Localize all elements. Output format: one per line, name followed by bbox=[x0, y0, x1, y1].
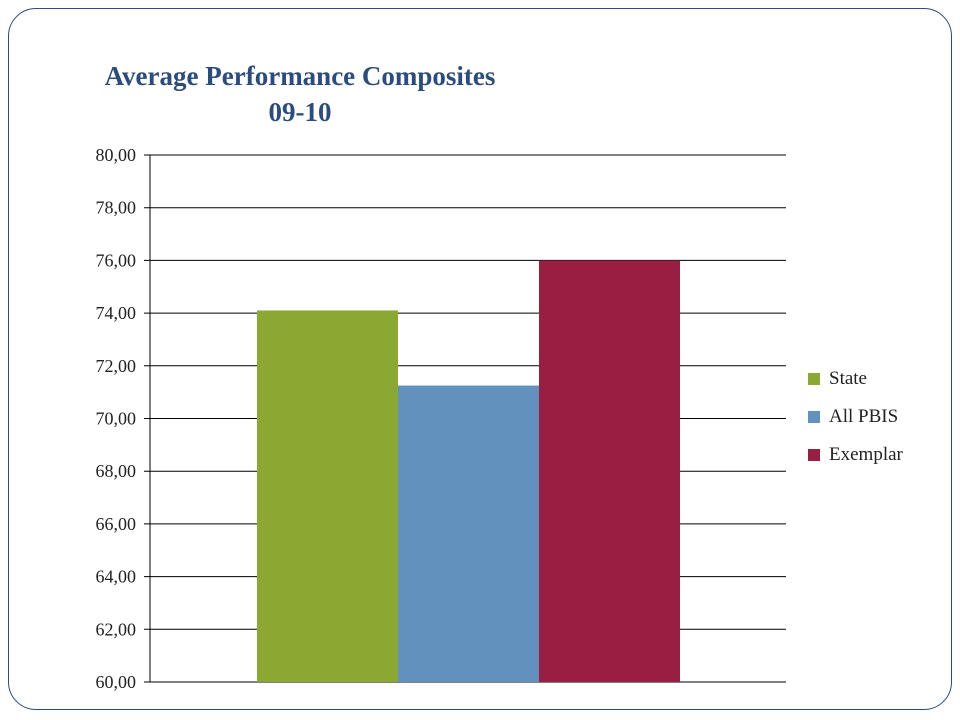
y-tick-label: 74,00 bbox=[96, 303, 137, 323]
legend-item: State bbox=[808, 366, 903, 392]
y-tick-label: 80,00 bbox=[96, 145, 137, 165]
legend-label: Exemplar bbox=[829, 444, 903, 465]
legend-label: All PBIS bbox=[829, 406, 899, 427]
y-tick-label: 78,00 bbox=[96, 198, 137, 218]
legend-swatch bbox=[808, 449, 820, 461]
legend-item: All PBIS bbox=[808, 404, 903, 430]
y-tick-label: 64,00 bbox=[96, 567, 137, 587]
y-tick-label: 70,00 bbox=[96, 409, 137, 429]
y-tick-label: 62,00 bbox=[96, 619, 137, 639]
bar-exemplar bbox=[539, 260, 680, 682]
legend-swatch bbox=[808, 411, 820, 423]
bar-all-pbis bbox=[398, 385, 539, 682]
chart-title-main: Average Performance Composites bbox=[104, 61, 496, 91]
legend-item: Exemplar bbox=[808, 442, 903, 468]
y-tick-label: 76,00 bbox=[96, 250, 137, 270]
y-tick-label: 66,00 bbox=[96, 514, 137, 534]
legend: State All PBIS Exemplar bbox=[808, 366, 903, 480]
bar-state bbox=[257, 310, 398, 682]
chart-subtitle: 09-10 bbox=[268, 97, 332, 127]
chart-title: Average Performance Composites 09-10 bbox=[40, 58, 560, 130]
legend-swatch bbox=[808, 373, 820, 385]
y-tick-label: 68,00 bbox=[96, 461, 137, 481]
legend-label: State bbox=[829, 368, 867, 389]
y-tick-label: 72,00 bbox=[96, 356, 137, 376]
bars bbox=[257, 260, 680, 682]
y-axis: 60,00 62,00 64,00 66,00 68,00 70,00 72,00 74,00… bbox=[96, 145, 151, 692]
y-tick-label: 60,00 bbox=[96, 672, 137, 692]
